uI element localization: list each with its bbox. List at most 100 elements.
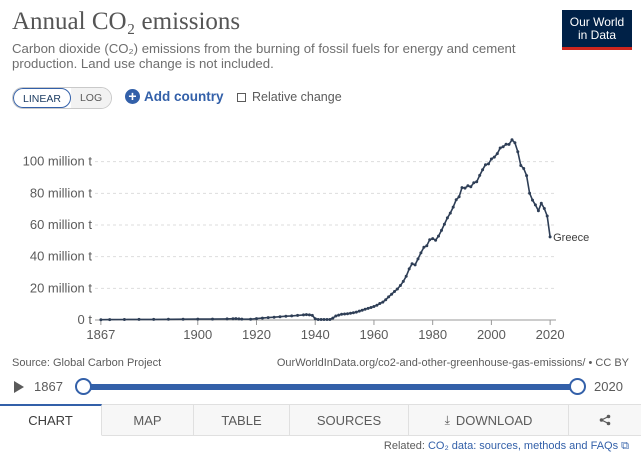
data-point bbox=[331, 316, 335, 320]
data-point bbox=[404, 274, 408, 278]
timeline-start-year: 1867 bbox=[34, 379, 63, 394]
data-point bbox=[340, 312, 344, 316]
data-point bbox=[234, 317, 238, 321]
data-point bbox=[255, 317, 258, 321]
data-point bbox=[533, 203, 537, 207]
tab-download[interactable]: ⤓ DOWNLOAD bbox=[409, 405, 569, 436]
y-tick-label: 0 t bbox=[78, 312, 93, 327]
chart-subtitle: Carbon dioxide (CO₂) emissions from the … bbox=[12, 41, 516, 71]
play-icon[interactable] bbox=[14, 381, 24, 393]
data-point bbox=[266, 316, 270, 320]
data-point bbox=[249, 317, 253, 321]
owid-logo[interactable]: Our World in Data bbox=[562, 10, 632, 50]
data-point bbox=[395, 287, 399, 291]
logo-line-2: in Data bbox=[577, 28, 617, 42]
timeline-start-handle[interactable] bbox=[75, 378, 92, 395]
data-point bbox=[231, 317, 235, 321]
data-point bbox=[351, 311, 355, 315]
emissions-chart: 0 t 20 million t 40 million t 60 million t 8… bbox=[23, 138, 589, 340]
source-note[interactable]: Source: Global Carbon Project bbox=[12, 357, 162, 369]
data-point bbox=[545, 214, 549, 218]
license-link[interactable]: OurWorldInData.org/co2-and-other-greenho… bbox=[276, 357, 629, 369]
data-point bbox=[504, 142, 508, 146]
x-tick-label: 1920 bbox=[242, 327, 271, 340]
data-point bbox=[401, 279, 405, 283]
data-point bbox=[448, 211, 452, 215]
timeline-track[interactable] bbox=[83, 384, 577, 390]
data-point bbox=[393, 290, 396, 293]
x-tick-label: 1960 bbox=[359, 327, 388, 340]
data-point bbox=[360, 308, 364, 312]
data-point bbox=[531, 198, 534, 202]
related-prefix: Related: bbox=[383, 440, 425, 452]
data-point bbox=[539, 201, 543, 205]
tab-chart[interactable]: CHART bbox=[0, 404, 102, 436]
download-icon: ⤓ bbox=[444, 412, 450, 427]
data-point bbox=[181, 317, 185, 321]
tab-table[interactable]: TABLE bbox=[194, 405, 290, 436]
data-point bbox=[522, 167, 526, 170]
series-line-greece bbox=[100, 139, 551, 321]
x-tick-label: 1867 bbox=[86, 327, 115, 340]
data-point bbox=[322, 318, 326, 321]
relative-change-checkbox[interactable] bbox=[237, 92, 246, 102]
data-point bbox=[478, 173, 482, 177]
x-tick-label: 1940 bbox=[301, 327, 330, 340]
data-point bbox=[422, 245, 426, 249]
share-button[interactable] bbox=[569, 405, 641, 436]
linear-scale-button[interactable]: LINEAR bbox=[13, 88, 71, 108]
log-scale-button[interactable]: LOG bbox=[70, 88, 112, 108]
data-point bbox=[272, 315, 276, 319]
y-tick-label: 20 million t bbox=[30, 280, 93, 295]
tab-map[interactable]: MAP bbox=[102, 405, 194, 436]
timeline: 1867 2020 bbox=[0, 376, 641, 398]
timeline-end-handle[interactable] bbox=[569, 378, 586, 395]
data-point bbox=[313, 317, 317, 321]
data-point bbox=[152, 317, 156, 321]
data-point bbox=[372, 305, 376, 308]
data-point bbox=[466, 184, 470, 188]
data-point bbox=[122, 318, 126, 321]
data-point bbox=[284, 314, 288, 318]
data-point bbox=[434, 238, 438, 242]
data-point bbox=[310, 313, 314, 317]
x-tick-label: 1980 bbox=[418, 327, 447, 340]
data-point bbox=[510, 138, 514, 142]
data-point bbox=[419, 251, 423, 255]
data-point bbox=[437, 234, 440, 238]
data-point bbox=[442, 222, 446, 226]
tab-download-label: DOWNLOAD bbox=[455, 412, 533, 428]
tab-sources[interactable]: SOURCES bbox=[290, 405, 409, 436]
add-country-button[interactable]: + Add country bbox=[125, 89, 224, 104]
data-point bbox=[316, 318, 320, 321]
data-point bbox=[225, 317, 229, 321]
data-point bbox=[472, 181, 476, 185]
scale-toggle: LINEAR LOG bbox=[12, 87, 113, 109]
data-point bbox=[528, 191, 532, 195]
data-point bbox=[440, 228, 443, 232]
data-point bbox=[237, 317, 241, 321]
data-point bbox=[137, 317, 141, 321]
plus-circle-icon: + bbox=[125, 89, 140, 104]
tab-bar: CHART MAP TABLE SOURCES ⤓ DOWNLOAD bbox=[0, 404, 641, 436]
data-point bbox=[99, 318, 103, 322]
data-point bbox=[108, 318, 112, 322]
data-point bbox=[343, 312, 347, 316]
chart-title: Annual CO₂ emissions bbox=[12, 8, 241, 35]
data-point bbox=[166, 317, 170, 321]
related-link[interactable]: CO₂ data: sources, methods and FAQs ⧉ bbox=[427, 440, 629, 452]
share-icon bbox=[599, 414, 611, 426]
data-point bbox=[501, 145, 505, 149]
data-point bbox=[469, 185, 473, 189]
data-point bbox=[387, 295, 391, 299]
data-point bbox=[196, 317, 200, 321]
data-point bbox=[425, 244, 429, 248]
data-point bbox=[495, 152, 499, 156]
relative-change-toggle[interactable]: Relative change bbox=[237, 90, 342, 104]
data-point bbox=[334, 314, 338, 318]
data-point bbox=[431, 237, 435, 241]
data-point bbox=[457, 195, 461, 199]
data-point bbox=[498, 146, 502, 150]
data-point bbox=[428, 238, 432, 242]
data-point bbox=[366, 306, 370, 310]
